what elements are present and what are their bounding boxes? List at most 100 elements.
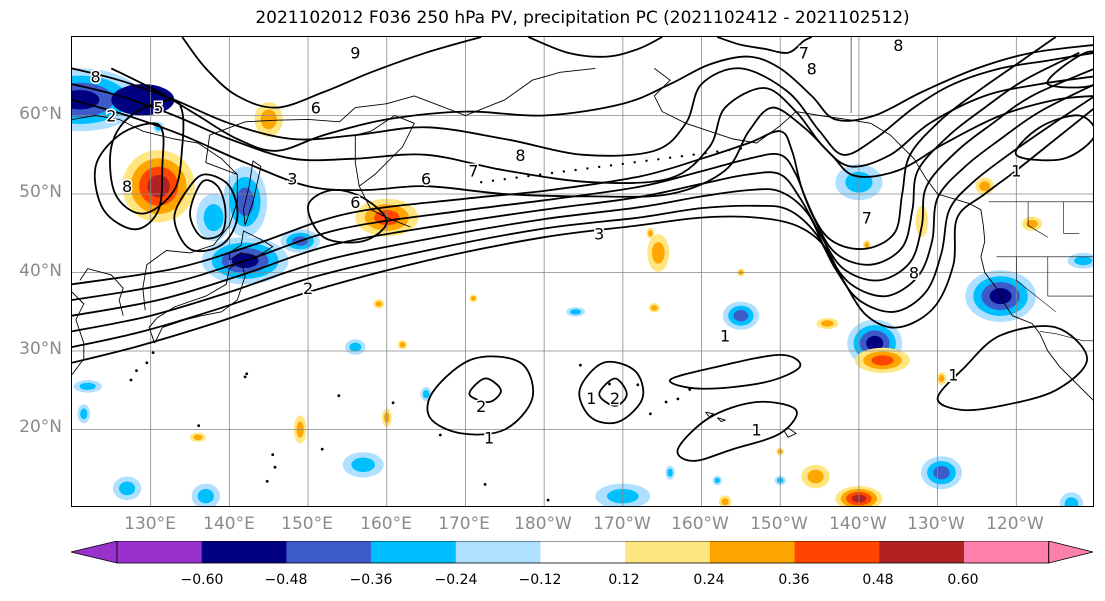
pv-contour-closed: [1014, 114, 1093, 162]
colorbar-extend-high: [1048, 541, 1094, 564]
colorbar-segment: [201, 541, 287, 563]
precip-blob: [570, 309, 581, 315]
coastline: [705, 411, 715, 418]
lon-label-160e: 160°E: [360, 514, 412, 534]
precip-blob: [733, 310, 749, 322]
contour-label: 8: [909, 264, 919, 283]
pv-contour: [72, 37, 1057, 286]
precip-blob: [80, 408, 88, 420]
precip-blob: [648, 230, 653, 237]
pv-contour: [72, 108, 1093, 364]
precip-blob: [1074, 256, 1093, 266]
political-border: [1015, 256, 1056, 313]
colorbar-tick: 0.60: [947, 572, 979, 588]
pv-contour-closed: [578, 360, 645, 425]
contour-label: 3: [287, 169, 297, 188]
colorbar-tick: 0.24: [693, 572, 725, 588]
island: [320, 447, 324, 451]
pv-contour: [72, 52, 1093, 157]
aleutian-island: [609, 164, 613, 167]
colorbar-tick: −0.12: [518, 572, 562, 588]
colorbar: [70, 541, 1094, 564]
contour-label: 7: [862, 209, 872, 228]
contour-label: 6: [350, 193, 360, 212]
precip-blob: [721, 498, 729, 506]
contour-label: 6: [311, 99, 321, 118]
coastline: [243, 160, 262, 226]
lon-label-180w: 180°W: [514, 514, 572, 534]
pv-contour-closed: [109, 98, 185, 215]
coastline: [354, 114, 415, 187]
map-title: 2021102012 F036 250 hPa PV, precipitatio…: [255, 8, 910, 28]
contour-label: 6: [421, 169, 431, 188]
island: [273, 465, 277, 469]
contour-label: 1: [720, 326, 730, 345]
colorbar-segment: [964, 541, 1050, 563]
precip-blob: [1064, 497, 1079, 506]
contour-label: 7: [468, 161, 478, 180]
aleutian-island: [539, 173, 542, 176]
lon-label-120w: 120°W: [986, 514, 1044, 534]
lat-label-40n: 40°N: [19, 261, 62, 281]
aleutian-island: [621, 162, 624, 166]
pv-contour: [72, 75, 1093, 184]
precip-blob: [866, 335, 884, 351]
lat-label-50n: 50°N: [19, 182, 62, 202]
contour-label: 5: [154, 99, 164, 118]
precip-blob: [933, 466, 950, 480]
island: [135, 369, 138, 372]
colorbar-segment: [794, 541, 880, 563]
island: [145, 361, 149, 365]
precip-blob: [471, 296, 476, 301]
contour-label: 2: [610, 389, 620, 408]
precip-blob: [119, 481, 136, 496]
island: [546, 498, 550, 502]
colorbar-segment: [455, 541, 541, 563]
lon-label-150w: 150°W: [750, 514, 808, 534]
aleutian-island: [716, 150, 719, 153]
lon-label-160w: 160°W: [671, 514, 729, 534]
aleutian-island: [527, 174, 530, 178]
contour-label: 1: [948, 366, 958, 385]
island: [337, 394, 341, 398]
contour-label: 8: [91, 67, 101, 86]
contour-label: 8: [122, 177, 132, 196]
precip-blob: [667, 468, 673, 477]
colorbar-tick: −0.48: [264, 572, 308, 588]
aleutian-island: [574, 168, 577, 172]
colorbar-segment: [286, 541, 372, 563]
colorbar-segment: [879, 541, 965, 563]
coastline: [358, 185, 411, 228]
aleutian-island: [692, 153, 695, 156]
coastline: [653, 68, 1093, 401]
contour-label: 9: [350, 44, 360, 63]
aleutian-island: [503, 178, 506, 181]
lon-label-130w: 130°W: [907, 514, 965, 534]
precipitation-shading: [72, 68, 1093, 506]
coastline: [148, 259, 246, 344]
contour-label: 1: [484, 428, 494, 447]
coastlines: [72, 37, 1093, 502]
pv-contour-closed: [669, 353, 802, 390]
precip-blob: [651, 305, 658, 311]
aleutian-island: [668, 156, 672, 159]
political-border: [1047, 256, 1093, 297]
lat-label-60n: 60°N: [19, 104, 62, 124]
precip-blob: [203, 204, 224, 232]
colorbar-tick: 0.48: [862, 572, 894, 588]
coastline: [414, 67, 596, 116]
contour-label: 7: [799, 44, 809, 63]
pv-contour: [72, 84, 1093, 333]
pv-contour-closed: [468, 377, 502, 403]
aleutian-island: [586, 167, 589, 170]
pv-contours: [72, 37, 1093, 462]
pv-contour-closed: [676, 400, 798, 462]
contour-label: 1: [752, 421, 762, 440]
precip-blob: [193, 434, 203, 440]
aleutian-island: [491, 179, 495, 182]
lat-label-30n: 30°N: [19, 339, 62, 359]
island: [197, 424, 201, 427]
island: [676, 397, 680, 401]
colorbar-tick: 0.12: [608, 572, 640, 588]
